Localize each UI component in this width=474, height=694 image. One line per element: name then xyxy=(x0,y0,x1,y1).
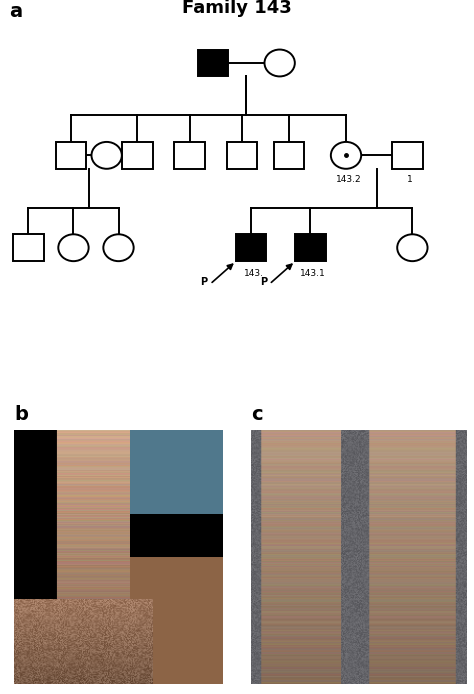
Bar xyxy=(174,142,205,169)
Bar xyxy=(122,142,153,169)
Bar xyxy=(56,142,86,169)
Text: 143.2: 143.2 xyxy=(336,175,361,184)
Circle shape xyxy=(103,235,134,261)
Bar xyxy=(227,142,257,169)
Text: 143.: 143. xyxy=(244,269,264,278)
Circle shape xyxy=(58,235,89,261)
Bar xyxy=(236,235,266,261)
Text: Family 143: Family 143 xyxy=(182,0,292,17)
Bar xyxy=(274,142,304,169)
Circle shape xyxy=(331,142,361,169)
Text: b: b xyxy=(14,405,28,424)
Circle shape xyxy=(264,49,295,76)
Text: P: P xyxy=(201,277,208,287)
Text: a: a xyxy=(9,2,23,21)
Text: P: P xyxy=(260,277,267,287)
Bar xyxy=(198,49,228,76)
Bar xyxy=(13,235,44,261)
Bar xyxy=(295,235,326,261)
Bar xyxy=(392,142,423,169)
Text: 1: 1 xyxy=(407,175,413,184)
Circle shape xyxy=(397,235,428,261)
Circle shape xyxy=(91,142,122,169)
Text: c: c xyxy=(251,405,263,424)
Text: 143.1: 143.1 xyxy=(300,269,326,278)
